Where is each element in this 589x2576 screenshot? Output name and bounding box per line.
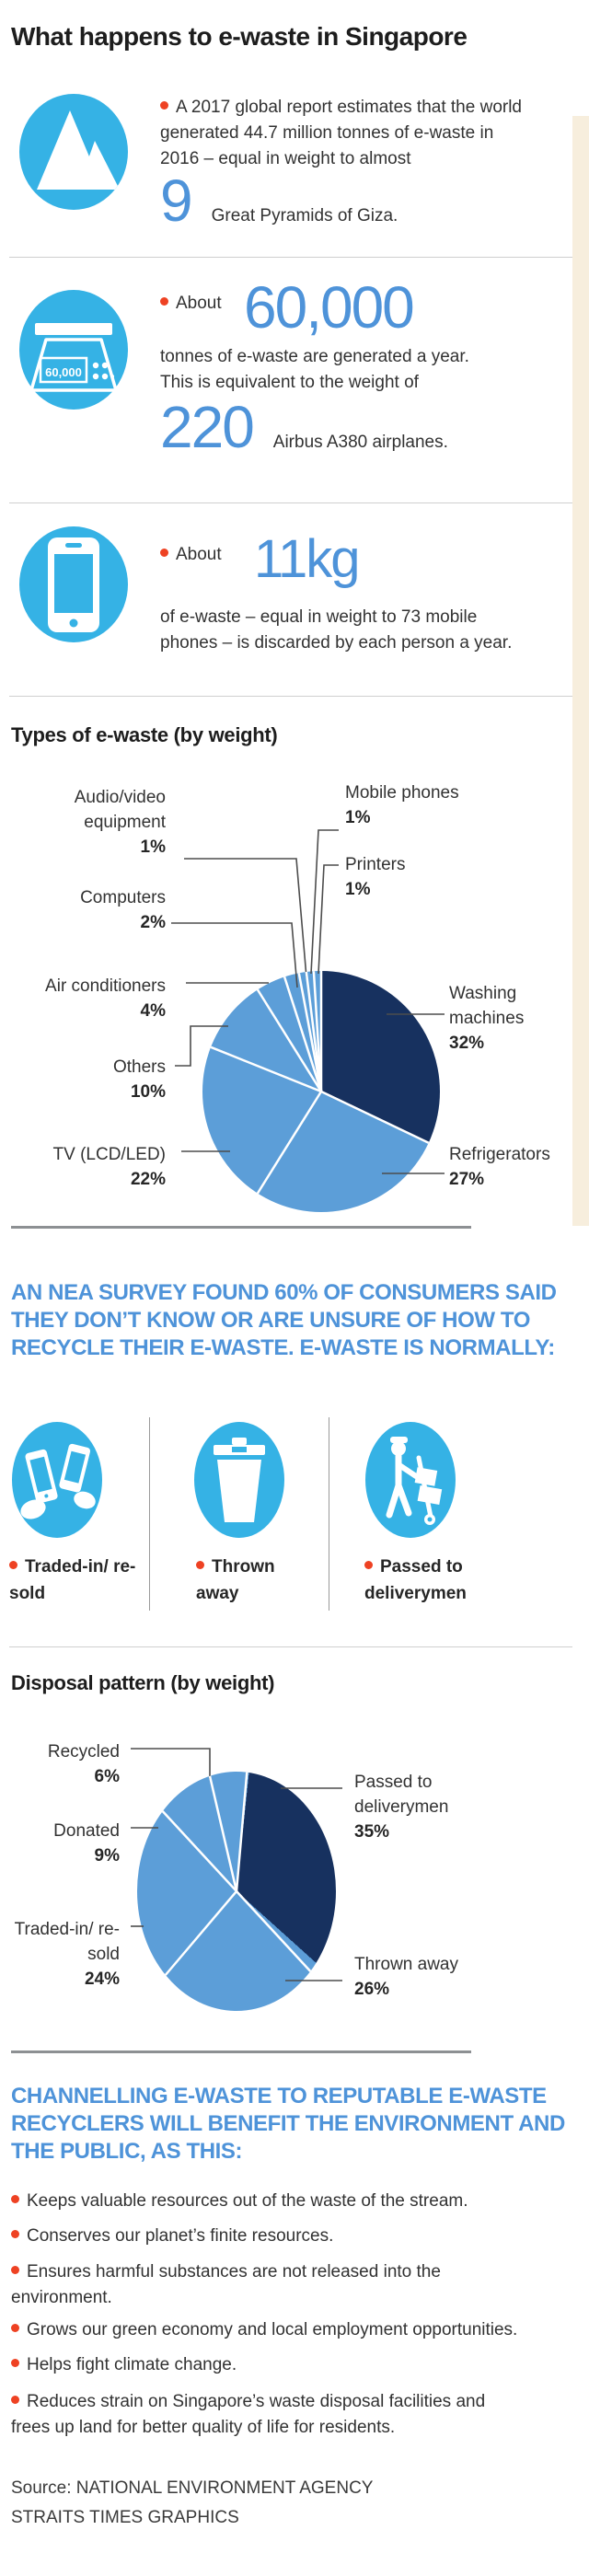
pie2-label-traded-in: Traded-in/ re-sold 24%: [14, 1920, 120, 1989]
pie1-label-others: Others 10%: [112, 1057, 166, 1102]
divider: [9, 696, 572, 697]
chart-title-types: Types of e-waste (by weight): [11, 723, 278, 746]
benefits-heading: CHANNELLING E-WASTE TO REPUTABLE E-WASTE…: [11, 2084, 565, 2164]
benefit-item: Ensures harmful substances are not relea…: [11, 2262, 441, 2307]
benefit-item: Keeps valuable resources out of the wast…: [11, 2189, 582, 2214]
source-credit: Source: NATIONAL ENVIRONMENT AGENCY STRA…: [11, 2478, 374, 2527]
scale-display-value: 60,000: [45, 365, 82, 379]
stat-3-pre: About: [160, 542, 222, 568]
bullet-icon: [160, 297, 168, 306]
method-label-thrown-away: Thrown away: [196, 1557, 275, 1603]
pie1-label-tv: TV (LCD/LED) 22%: [52, 1145, 166, 1189]
big-number-220: 220: [160, 394, 255, 460]
divider: [9, 1646, 572, 1647]
bullet-icon: [11, 2359, 19, 2367]
pie2-label-recycled: Recycled 6%: [47, 1742, 120, 1786]
bullet-icon: [196, 1561, 204, 1569]
deliveryman-trolley-icon: [365, 1422, 456, 1538]
pie-chart-disposal-pattern: [137, 1772, 336, 2011]
divider: [9, 502, 572, 503]
pie1-label-air-conditioners: Air conditioners 4%: [45, 976, 166, 1021]
stat-2-big2: 220 Airbus A380 airplanes.: [160, 398, 448, 456]
big-number-220-caption: Airbus A380 airplanes.: [272, 433, 448, 452]
weighing-scale-icon: 60,000: [19, 290, 128, 410]
divider: [9, 257, 572, 258]
stat-1-big: 9 Great Pyramids of Giza.: [160, 171, 398, 230]
page-title: What happens to e-waste in Singapore: [11, 22, 468, 51]
divider-thick: [11, 1226, 471, 1229]
survey-heading: AN NEA SURVEY FOUND 60% OF CONSUMERS SAI…: [11, 1280, 557, 1360]
bullet-icon: [11, 2230, 19, 2238]
benefit-item: Helps fight climate change.: [11, 2352, 582, 2378]
bullet-icon: [160, 549, 168, 557]
big-number-9: 9: [160, 167, 193, 234]
pie-chart-types-of-ewaste: [202, 971, 440, 1212]
bullet-icon: [364, 1561, 373, 1569]
trash-bin-icon: [194, 1422, 284, 1538]
pyramids-icon: [19, 94, 128, 210]
page-edge-strip: [572, 116, 589, 1226]
pie2-label-donated: Donated 9%: [53, 1821, 120, 1866]
benefit-item: Grows our green economy and local employ…: [11, 2317, 582, 2343]
method-label-passed-to-deliverymen: Passed to deliverymen: [364, 1557, 467, 1603]
stat-3-text: of e-waste – equal in weight to 73 mobil…: [160, 607, 513, 653]
bullet-icon: [11, 2195, 19, 2203]
big-number-11kg: 11kg: [254, 529, 360, 589]
pie1-label-computers: Computers 2%: [80, 888, 166, 932]
method-label-traded-in: Traded-in/ re-sold: [9, 1557, 136, 1603]
stat-1-text: A 2017 global report estimates that the …: [160, 98, 523, 168]
pie1-label-printers: Printers 1%: [345, 855, 406, 899]
bullet-icon: [11, 2266, 19, 2274]
mobile-phone-icon: [19, 526, 128, 642]
stat-2-pre: About: [160, 291, 222, 317]
pie2-label-thrown-away: Thrown away 26%: [354, 1955, 458, 1999]
chart-title-disposal: Disposal pattern (by weight): [11, 1671, 275, 1694]
pie1-label-audio-video: Audio/video equipment 1%: [74, 788, 166, 857]
trade-in-phones-icon: [12, 1422, 102, 1538]
pie2-label-passed-to-deliverymen: Passed to deliverymen 35%: [354, 1773, 449, 1842]
pie1-label-mobile-phones: Mobile phones 1%: [345, 783, 459, 827]
bullet-icon: [160, 101, 168, 110]
bullet-icon: [11, 2324, 19, 2332]
benefit-item: Reduces strain on Singapore’s waste disp…: [11, 2392, 486, 2437]
benefit-item: Conserves our planet’s finite resources.: [11, 2224, 582, 2249]
stat-2-text: tonnes of e-waste are generated a year. …: [160, 347, 469, 392]
column-separator: [149, 1417, 150, 1611]
big-number-60000: 60,000: [244, 274, 415, 341]
divider-thick: [11, 2050, 471, 2053]
bullet-icon: [9, 1561, 17, 1569]
bullet-icon: [11, 2396, 19, 2404]
pie1-label-washing-machines: Washing machines 32%: [449, 984, 525, 1053]
pie1-label-refrigerators: Refrigerators 27%: [449, 1145, 550, 1189]
big-number-9-caption: Great Pyramids of Giza.: [211, 206, 398, 225]
